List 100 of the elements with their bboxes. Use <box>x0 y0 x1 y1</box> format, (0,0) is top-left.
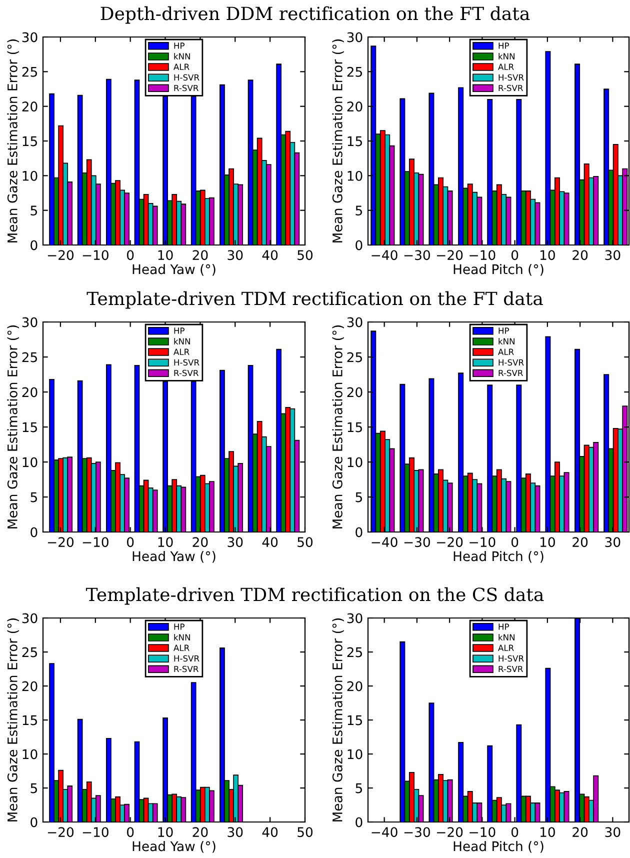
y-tick-label: 5 <box>356 783 362 794</box>
y-tick-label: 10 <box>22 457 38 468</box>
x-tick-label: 10 <box>158 250 173 260</box>
legend-label: ALR <box>498 64 514 70</box>
legend-label: HP <box>174 624 184 630</box>
y-tick-label: 30 <box>347 613 362 624</box>
y-tick-label: 25 <box>347 352 362 362</box>
y-tick-label: 5 <box>30 206 37 216</box>
x-tick-label: 20 <box>572 537 588 548</box>
legend-label: R-SVR <box>498 370 523 376</box>
y-axis-title: Mean Gaze Estimation Error (°) <box>7 325 19 528</box>
x-tick-label: −30 <box>404 827 430 838</box>
y-tick-label: 30 <box>22 613 38 624</box>
x-axis-title: Head Pitch (°) <box>454 551 544 563</box>
x-tick-label: 10 <box>158 827 173 838</box>
legend-label: H-SVR <box>174 655 200 662</box>
y-tick-label: 5 <box>356 492 362 502</box>
y-axis-title: Mean Gaze Estimation Error (°) <box>332 325 344 528</box>
y-tick-label: 0 <box>356 527 362 538</box>
legend-label: kNN <box>174 338 190 344</box>
x-tick-label: 30 <box>228 537 243 548</box>
x-tick-label: 10 <box>540 537 555 548</box>
y-axis-title: Mean Gaze Estimation Error (°) <box>7 618 19 822</box>
x-tick-label: −10 <box>470 250 496 260</box>
x-tick-label: 50 <box>298 537 313 548</box>
y-tick-label: 15 <box>348 715 362 726</box>
legend-label: HP <box>174 42 184 49</box>
x-tick-label: 10 <box>158 537 173 548</box>
y-axis-title: Mean Gaze Estimation Error (°) <box>332 618 344 822</box>
x-tick-label: 20 <box>572 250 588 260</box>
x-tick-label: −10 <box>82 537 108 548</box>
x-tick-label: −20 <box>48 537 74 548</box>
legend-label: kNN <box>498 338 514 344</box>
x-tick-label: −10 <box>470 537 496 548</box>
x-axis-title: Head Yaw (°) <box>132 264 216 276</box>
x-axis-title: Head Yaw (°) <box>132 551 216 563</box>
y-tick-label: 30 <box>347 317 362 328</box>
chart-title: Template-driven TDM rectification on the FT data <box>86 291 543 309</box>
y-tick-label: 15 <box>22 136 37 146</box>
y-tick-label: 0 <box>30 240 38 250</box>
legend-label: H-SVR <box>498 655 524 662</box>
y-tick-label: 25 <box>22 66 37 77</box>
y-tick-label: 20 <box>22 387 38 398</box>
y-tick-label: 30 <box>22 32 38 42</box>
legend-label: kNN <box>174 634 190 640</box>
y-tick-label: 20 <box>22 681 38 692</box>
legend-label: H-SVR <box>174 74 200 81</box>
legend-label: ALR <box>174 64 190 70</box>
x-tick-label: −20 <box>48 827 74 838</box>
legend-label: kNN <box>498 52 514 60</box>
legend-label: kNN <box>174 52 190 60</box>
chart-title: Template-driven TDM rectification on the CS data <box>86 587 544 605</box>
x-tick-label: −40 <box>372 827 398 838</box>
legend-label: ALR <box>174 644 190 651</box>
x-tick-label: 10 <box>540 827 555 838</box>
y-tick-label: 0 <box>356 240 362 250</box>
y-tick-label: 10 <box>348 457 362 468</box>
x-tick-label: 0 <box>127 537 134 548</box>
legend-label: H-SVR <box>498 359 524 366</box>
legend-label: R-SVR <box>174 370 198 376</box>
legend-label: R-SVR <box>498 666 523 672</box>
legend-label: HP <box>498 328 509 334</box>
x-tick-label: −40 <box>372 537 398 548</box>
x-tick-label: −10 <box>82 827 108 838</box>
legend-label: R-SVR <box>498 84 523 92</box>
x-tick-label: 20 <box>192 827 208 838</box>
legend-label: ALR <box>498 644 514 651</box>
y-axis-title: Mean Gaze Estimation Error (°) <box>7 39 19 242</box>
y-tick-label: 0 <box>356 817 362 828</box>
x-tick-label: −20 <box>48 250 74 260</box>
x-tick-label: −20 <box>437 827 463 838</box>
x-tick-label: −40 <box>372 250 398 260</box>
x-tick-label: −20 <box>437 537 463 548</box>
x-axis-title: Head Pitch (°) <box>454 841 544 853</box>
x-tick-label: 20 <box>572 827 588 838</box>
y-tick-label: 25 <box>347 66 362 77</box>
x-tick-label: 40 <box>262 250 278 260</box>
x-tick-label: 40 <box>262 537 278 548</box>
x-tick-label: 0 <box>511 827 518 838</box>
x-tick-label: 40 <box>262 827 278 838</box>
x-tick-label: 30 <box>228 250 243 260</box>
x-tick-label: 0 <box>127 827 134 838</box>
y-tick-label: 5 <box>356 206 362 216</box>
y-tick-label: 0 <box>30 527 38 538</box>
y-tick-label: 30 <box>22 317 38 328</box>
y-tick-label: 10 <box>22 749 38 760</box>
x-tick-label: 0 <box>511 537 518 548</box>
y-tick-label: 10 <box>348 749 362 760</box>
y-tick-label: 15 <box>348 136 362 146</box>
y-tick-label: 15 <box>22 715 37 726</box>
y-tick-label: 20 <box>347 681 362 692</box>
y-tick-label: 5 <box>30 492 37 502</box>
legend-label: R-SVR <box>174 666 198 672</box>
x-tick-label: 30 <box>228 827 243 838</box>
y-axis-title: Mean Gaze Estimation Error (°) <box>332 39 344 242</box>
x-tick-label: 0 <box>511 250 518 260</box>
x-tick-label: 30 <box>605 827 620 838</box>
x-tick-label: 0 <box>127 250 134 260</box>
x-axis-title: Head Yaw (°) <box>132 841 216 853</box>
x-tick-label: 50 <box>298 250 313 260</box>
